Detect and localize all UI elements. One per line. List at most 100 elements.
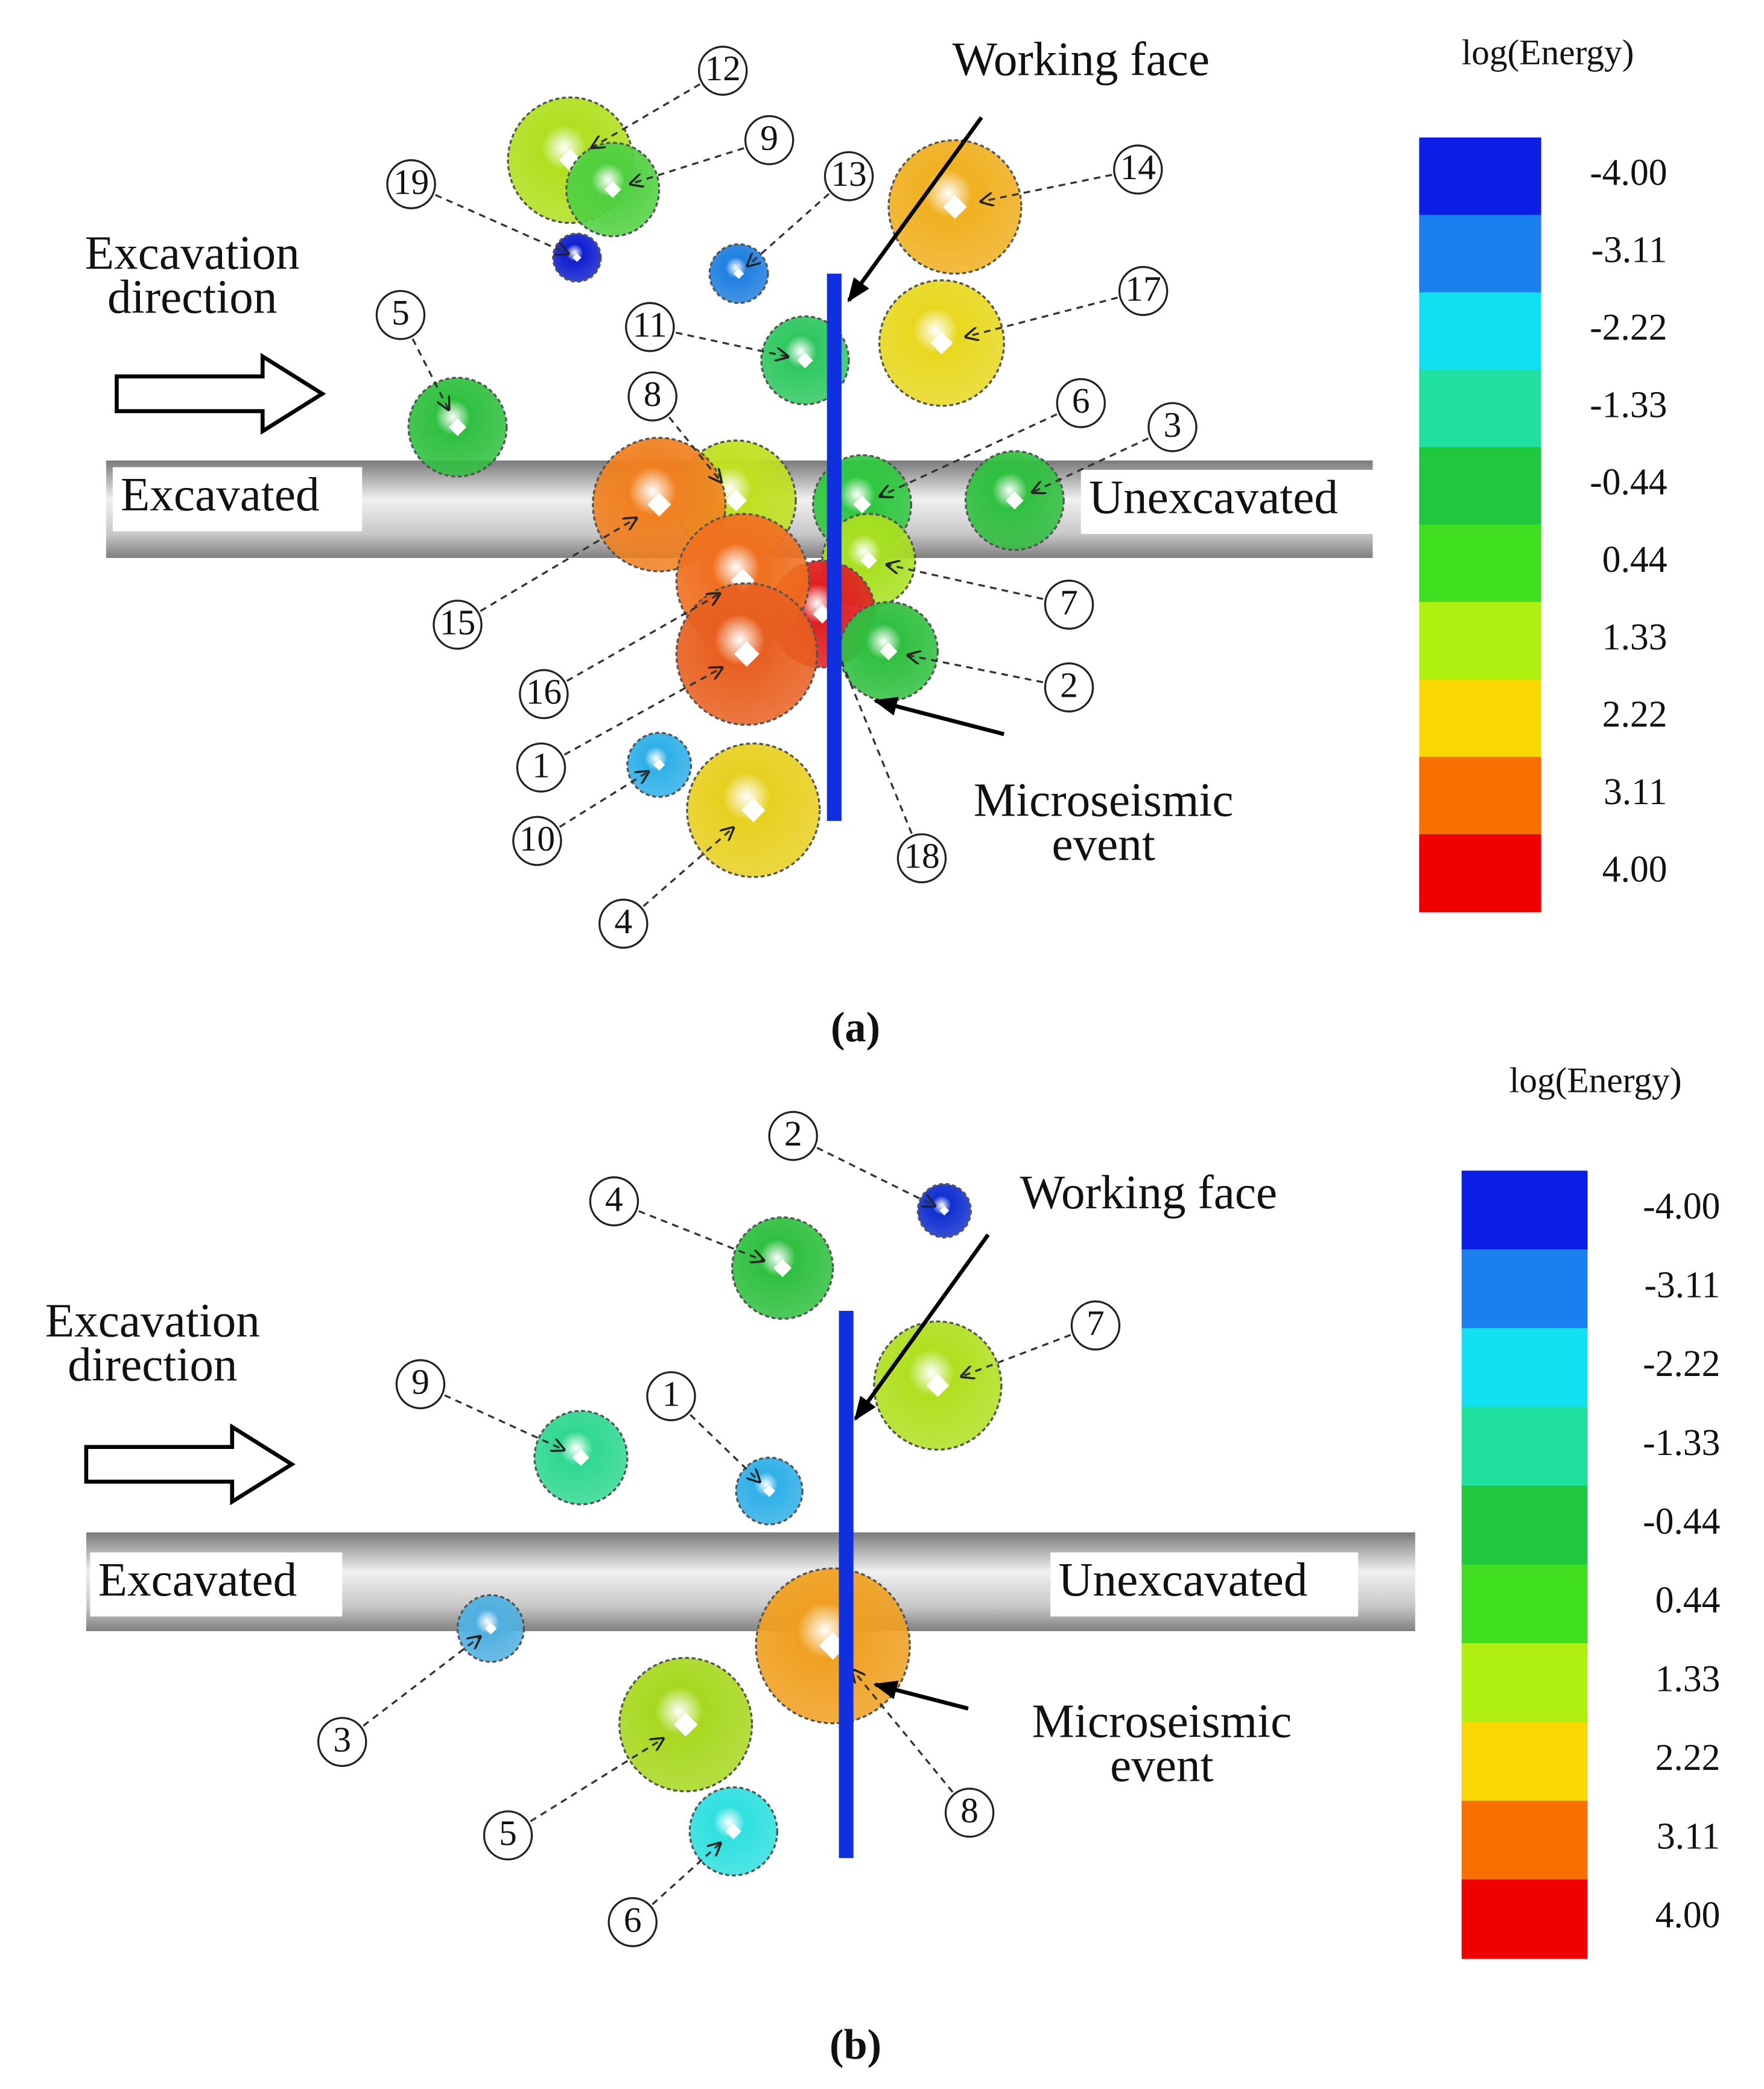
legend-label: -4.00 bbox=[1643, 1186, 1720, 1227]
leader-line bbox=[630, 147, 744, 184]
legend-swatch bbox=[1461, 1170, 1588, 1251]
leader-line bbox=[962, 1334, 1071, 1377]
label-circle bbox=[646, 1371, 696, 1422]
event-label: 14 bbox=[1120, 147, 1156, 187]
event-label: 16 bbox=[526, 671, 562, 711]
legend-label: 0.44 bbox=[1655, 1580, 1721, 1621]
working-face-label: Working face bbox=[1020, 1166, 1277, 1219]
legend-swatch bbox=[1419, 369, 1541, 448]
event-label: 3 bbox=[1164, 405, 1182, 445]
leader-line bbox=[435, 194, 568, 253]
legend-label: -2.22 bbox=[1643, 1343, 1720, 1384]
legend-label: 2.22 bbox=[1602, 694, 1667, 735]
leader-line bbox=[668, 416, 721, 482]
label-circle bbox=[395, 1359, 446, 1410]
event-label: 8 bbox=[960, 1790, 979, 1830]
leader-line bbox=[563, 668, 722, 756]
excavation-direction: direction bbox=[107, 270, 277, 323]
legend-swatch bbox=[1419, 834, 1541, 913]
legend-swatch bbox=[1461, 1879, 1588, 1959]
excavation-direction: Excavation bbox=[45, 1294, 260, 1347]
legend-label: -0.44 bbox=[1643, 1501, 1720, 1542]
highlight bbox=[943, 195, 967, 219]
legend-title: log(Energy) bbox=[1462, 32, 1634, 72]
label-circle bbox=[589, 1176, 639, 1226]
event-label: 1 bbox=[662, 1374, 681, 1413]
label-circle bbox=[433, 600, 483, 650]
legend-swatch bbox=[1461, 1407, 1588, 1486]
highlight bbox=[448, 418, 467, 436]
event-label: 18 bbox=[904, 836, 939, 876]
event-label: 7 bbox=[1060, 582, 1078, 622]
legend-label: 2.22 bbox=[1655, 1737, 1721, 1778]
legend-swatch bbox=[1419, 447, 1541, 525]
label-circle bbox=[598, 898, 649, 949]
legend-swatch bbox=[1461, 1801, 1588, 1880]
pointer-arrow bbox=[847, 116, 983, 303]
microseismic-label: Microseismic bbox=[974, 773, 1234, 826]
event-label: 5 bbox=[392, 293, 410, 332]
leader-line bbox=[981, 174, 1112, 201]
legend-label: -3.11 bbox=[1645, 1264, 1721, 1305]
legend-swatch bbox=[1419, 292, 1541, 371]
highlight bbox=[725, 1823, 741, 1840]
label-circle bbox=[483, 1810, 533, 1861]
highlight bbox=[860, 552, 877, 569]
label-circle bbox=[744, 115, 795, 165]
label-circle bbox=[627, 371, 677, 422]
highlight bbox=[813, 604, 832, 624]
highlight bbox=[930, 331, 953, 355]
label-circle bbox=[1118, 265, 1169, 316]
leader-line bbox=[642, 828, 734, 907]
legend-swatch bbox=[1419, 601, 1541, 680]
leader-line bbox=[690, 1414, 760, 1482]
event-label: 9 bbox=[411, 1361, 430, 1401]
highlight bbox=[926, 1374, 950, 1397]
legend-label: 4.00 bbox=[1602, 849, 1667, 890]
event-label: 11 bbox=[633, 305, 667, 344]
event-label: 19 bbox=[393, 162, 429, 201]
pointer-arrow bbox=[873, 1681, 969, 1711]
excavation-direction: direction bbox=[68, 1338, 237, 1391]
legend-swatch bbox=[1419, 756, 1541, 835]
legend-title: log(Energy) bbox=[1509, 1060, 1682, 1100]
event-label: 17 bbox=[1125, 268, 1161, 308]
event-label: 2 bbox=[784, 1114, 802, 1153]
event-label: 7 bbox=[1087, 1303, 1105, 1343]
label-circle bbox=[386, 159, 436, 209]
label-circle bbox=[1056, 378, 1106, 428]
highlight bbox=[653, 759, 665, 771]
label-circle bbox=[512, 816, 562, 866]
direction-arrow bbox=[115, 352, 326, 435]
leader-line bbox=[852, 1670, 954, 1793]
label-box bbox=[1080, 469, 1375, 534]
event-label: 9 bbox=[760, 118, 778, 157]
working-face-label: Working face bbox=[953, 33, 1210, 86]
legend-swatch bbox=[1419, 215, 1541, 293]
label-circle bbox=[1044, 579, 1094, 630]
legend-label: 3.11 bbox=[1657, 1816, 1720, 1857]
legend-swatch bbox=[1461, 1643, 1588, 1723]
highlight bbox=[797, 352, 813, 369]
label-circle bbox=[944, 1787, 995, 1838]
label-circle bbox=[697, 45, 748, 96]
label-circle bbox=[1113, 144, 1163, 195]
label-circle bbox=[375, 290, 426, 340]
legend-swatch bbox=[1461, 1485, 1588, 1565]
event-label: 10 bbox=[519, 819, 555, 858]
event-label: 4 bbox=[605, 1179, 623, 1219]
legend-label: 3.11 bbox=[1604, 772, 1667, 813]
legend-swatch bbox=[1419, 137, 1541, 216]
label-circle bbox=[1070, 1300, 1121, 1351]
label-circle bbox=[608, 1897, 658, 1947]
legend-label: 1.33 bbox=[1602, 617, 1667, 658]
legend-swatch bbox=[1461, 1328, 1588, 1408]
label-circle bbox=[516, 742, 566, 793]
legend-label: 4.00 bbox=[1655, 1895, 1721, 1936]
legend-label: 0.44 bbox=[1602, 539, 1667, 580]
legend-swatch bbox=[1419, 524, 1541, 603]
label-box bbox=[90, 1552, 343, 1617]
